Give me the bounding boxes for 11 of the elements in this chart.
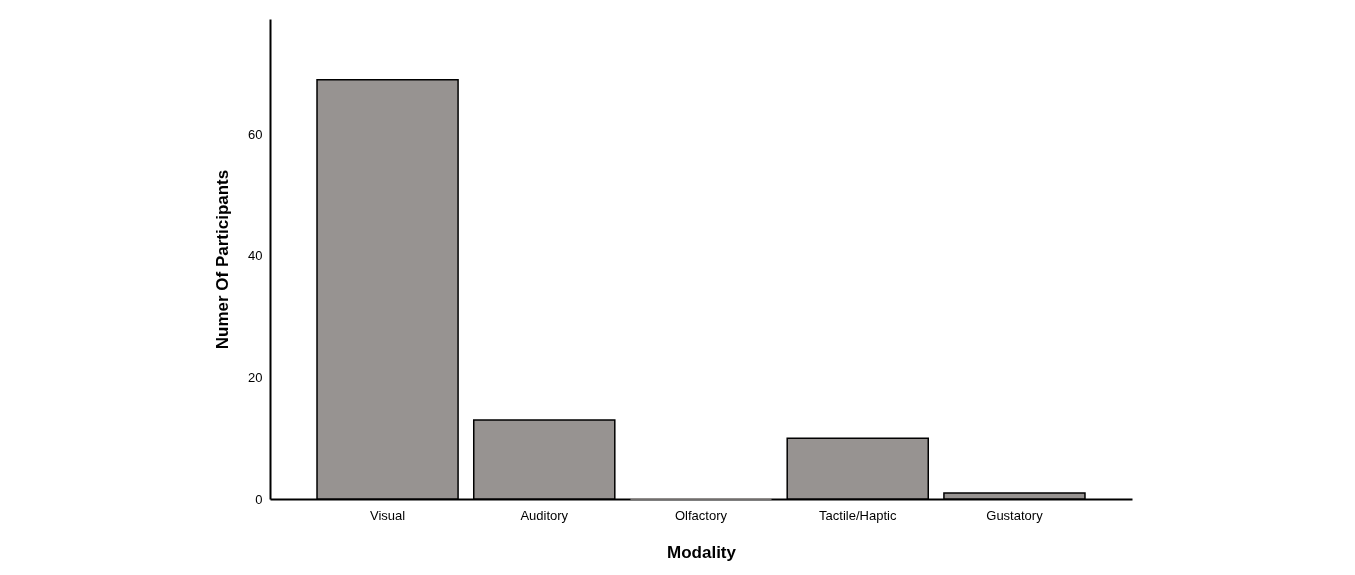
x-axis-title: Modality (667, 542, 737, 562)
y-axis-title: Numer Of Participants (213, 169, 233, 350)
y-tick-label: 0 (255, 491, 263, 507)
x-tick-label: Visual (369, 507, 406, 523)
x-tick-label: Tactile/Haptic (819, 507, 897, 523)
y-tick-label: 20 (248, 369, 263, 385)
y-tick-label: 40 (248, 248, 263, 264)
x-tick-label: Olfactory (674, 507, 728, 523)
x-tick-label: Gustatory (986, 507, 1044, 523)
x-tick-label: Auditory (520, 507, 569, 523)
y-tick-label: 60 (248, 126, 263, 142)
